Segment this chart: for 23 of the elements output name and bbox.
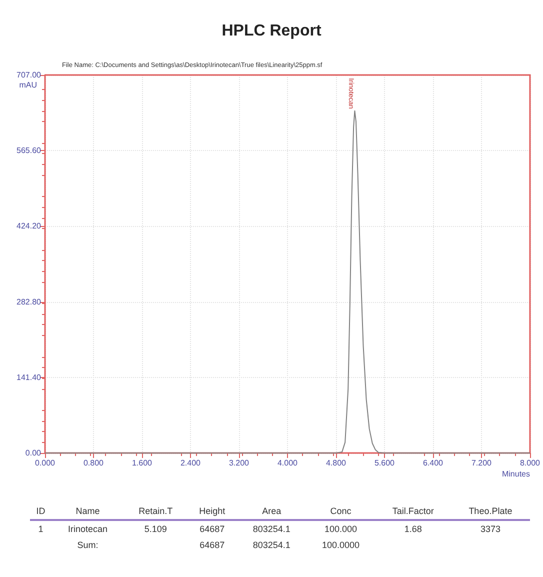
y-tick-label: 141.40	[16, 372, 42, 382]
x-tick-label: 8.000	[520, 458, 541, 468]
x-tick-label: 0.000	[34, 458, 56, 468]
text: Sum: 64687 803254.1 100.0000	[77, 540, 360, 550]
y-tick-label: 707.00	[16, 70, 42, 80]
y-tick-label: 282.80	[16, 297, 42, 306]
y-tick-label: 424.20	[16, 222, 42, 231]
x-tick-label: 5.600	[374, 458, 396, 468]
x-tick-label: 1.600	[132, 458, 153, 468]
x-tick-label: 6.400	[422, 458, 444, 468]
text: 1 Irinotecan 5.109 64687 803254.1 100.000 1.68 3373	[38, 524, 500, 534]
chart-title: HPLC Report	[222, 22, 322, 40]
x-tick-label: 3.200	[228, 458, 250, 468]
x-tick-label: 4.000	[277, 458, 298, 468]
y-tick-label: 565.60	[16, 146, 42, 156]
x-tick-label: 4.800	[326, 458, 347, 468]
x-tick-label: 7.200	[471, 458, 492, 468]
y-tick-label: 0.00	[25, 448, 42, 458]
x-tick-label: 2.400	[180, 458, 202, 468]
x-tick-label: 0.800	[83, 458, 104, 468]
y-axis-title: mAU	[19, 80, 38, 90]
x-axis-title: Minutes	[502, 470, 530, 478]
text: ID Name Retain.T Height Area Conc Tail.Factor Theo.Plate	[36, 506, 512, 516]
